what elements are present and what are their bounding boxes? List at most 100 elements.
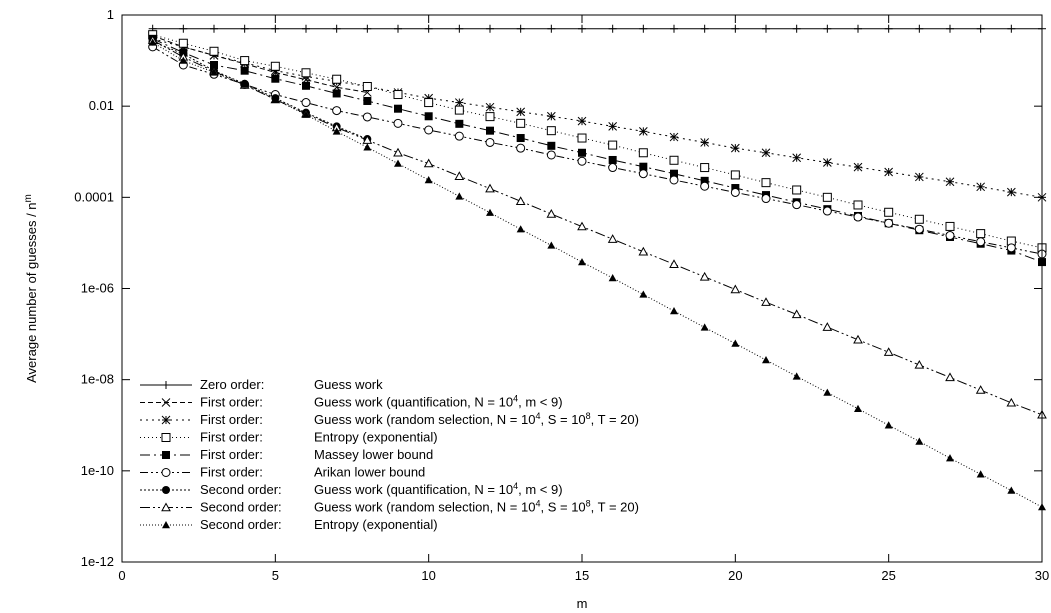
series-3-point [914,172,924,182]
series-5-point [670,169,678,178]
series-9-point [179,56,188,64]
x-tick-label: 0 [118,568,125,583]
series-9-point [240,80,249,88]
series-8-point [546,209,557,218]
series-4-point [516,118,526,128]
series-9-point [578,258,586,266]
legend-label-part: , T = 20) [591,500,639,515]
series-3-point [485,102,495,112]
series-8-line [152,39,1043,416]
series-9-point [670,307,678,315]
series-4-point [178,38,188,48]
series-1-point [792,24,801,33]
legend-label-part: Entropy (exponential) [314,430,438,445]
legend-order-label: First order: [200,465,263,480]
series-4-point [362,82,372,92]
series-5-point [394,104,402,113]
series-3-point [853,162,863,172]
series-8-point [638,246,649,256]
series-5-point [210,61,218,70]
y-tick-label: 1e-08 [81,372,114,387]
series-3-point [577,116,587,126]
series-5-point [486,126,494,135]
series-9-point [394,159,402,167]
series-5-point [332,89,341,98]
x-tick-label: 30 [1035,568,1049,583]
y-tick-label: 1e-06 [81,281,114,296]
series-6-point [945,231,955,241]
legend-order-label: First order: [200,430,263,445]
series-4-point [485,112,495,122]
legend-entry-2: First order: Guess work (quantification, … [140,394,563,410]
series-1-point [976,24,985,33]
axis-ticks: 0 5 10 15 20 25 30 1 0.01 0.0001 1e-06 1e-08 1e-10 1e… [74,7,1049,583]
series-1-point [240,24,249,33]
series-9-point [792,372,801,380]
series-4-point [638,148,648,158]
series-1-point [547,24,556,33]
series-4-point [792,185,802,195]
legend-order-label: Second order: [200,517,282,532]
series-4-point [761,178,771,188]
series-3-point [638,127,648,136]
series-7-line [152,41,368,140]
y-tick-label: 0.0001 [74,189,114,204]
x-tick-label: 5 [272,568,279,583]
series-4-point [332,74,342,84]
series-3-point [516,107,526,117]
series-9-point [915,437,924,445]
series-9-point [762,356,770,364]
legend-label-part: Arikan lower bound [314,465,425,480]
series-4-point [301,68,311,78]
series-3-point [822,158,832,167]
series-9-point [946,454,954,462]
legend-order-label: First order: [200,412,263,427]
series-1-point [823,24,832,33]
legend-label-part: , m < 9) [518,482,562,497]
series-9-point [731,339,740,347]
legend-label-part: Guess work (quantification, N = 10 [314,482,513,497]
series-6-point [761,194,771,204]
legend-label-part: Massey lower bound [314,447,433,462]
series-1-point [915,24,924,33]
series-5-line [152,38,1043,263]
y-tick-label: 0.01 [89,98,114,113]
series-9-point [455,192,464,200]
series-9-point [363,143,372,151]
series-9-point [148,38,157,46]
legend-entry-1: Zero order: Guess work [140,377,383,392]
series-5-point [363,96,372,105]
series-3-point [700,138,710,147]
legend-entry-7: Second order: Guess work (quantification,… [140,481,563,497]
series-1-point [608,24,617,33]
series-9-point [302,110,310,118]
series-2-line [152,35,368,93]
legend-label-part: Guess work (quantification, N = 10 [314,395,513,410]
series-8-point [945,372,955,382]
series-1-point [332,24,341,33]
x-tick-label: 25 [881,568,895,583]
series-4-point [608,140,618,150]
series-6-point [730,187,740,197]
legend-swatch-marker [162,381,170,389]
series-1-point [271,24,280,33]
series-8-point [730,284,741,294]
series-5-point [547,141,556,150]
series-6-point [577,156,587,166]
series-6-point [454,131,464,141]
series-9-point [854,404,862,412]
series-3-point [945,177,955,187]
legend-swatch-marker [162,486,170,494]
legend-superscript: 4 [513,481,518,491]
legend-label-part: , S = 10 [540,412,585,427]
series-6-point [608,163,618,173]
legend-swatch-marker [161,398,171,407]
series-4-point [884,207,894,217]
series-1-point [670,24,678,33]
legend-order-label: Second order: [200,482,282,497]
legend-swatch-marker [162,451,170,459]
legend-series-label: Guess work (quantification, N = 104, m <… [314,394,563,410]
series-6-point [853,212,863,222]
series-9-point [332,127,341,135]
series-1-point [639,24,648,33]
